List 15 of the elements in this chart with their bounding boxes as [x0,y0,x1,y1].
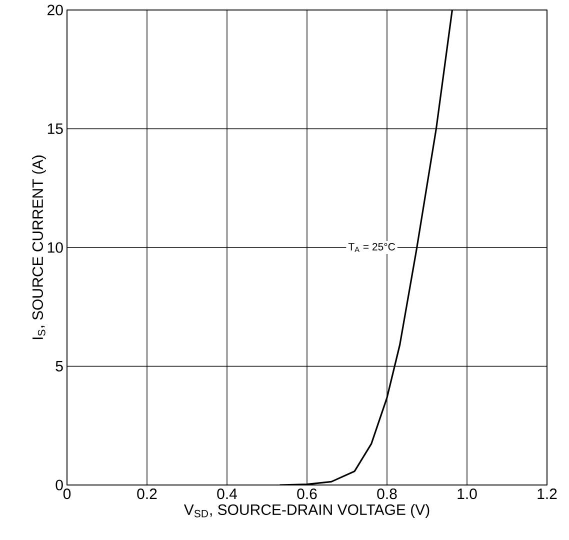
x-tick-label: 0 [63,488,71,500]
x-tick-label: 0.2 [137,488,157,500]
x-tick-label: 1.0 [458,488,477,500]
x-tick-label: 0.4 [217,488,237,500]
y-tick-label: 10 [48,242,63,253]
y-tick-label: 5 [56,361,63,372]
x-tick-label: 0.6 [297,488,317,500]
x-axis-title: V$_{SD}$, SOURCE-DRAIN VOLTAGE (V) [184,504,430,518]
y-tick-label: 0 [56,480,63,490]
annotation: T$_{A}$ = 25°C [348,243,396,252]
x-tick-label: 0.8 [377,488,397,500]
y-tick-label: 20 [48,4,63,16]
x-tick-label: 1.2 [538,488,557,499]
y-tick-label: 15 [48,124,63,134]
y-axis-title: I$_{S}$, SOURCE CURRENT (A) [32,156,46,340]
